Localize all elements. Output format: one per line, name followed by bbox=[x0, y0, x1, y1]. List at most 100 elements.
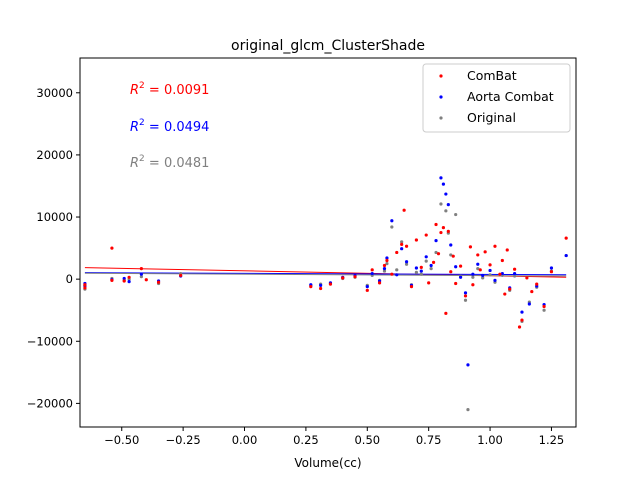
data-point bbox=[341, 276, 345, 280]
fit-lines bbox=[84, 267, 567, 278]
data-point bbox=[385, 256, 389, 260]
data-point bbox=[451, 254, 455, 258]
data-point bbox=[429, 266, 433, 271]
data-point bbox=[427, 281, 431, 285]
data-point bbox=[414, 266, 418, 270]
data-point bbox=[488, 268, 492, 273]
data-point bbox=[520, 310, 524, 314]
data-point bbox=[419, 272, 423, 276]
data-point bbox=[444, 209, 448, 213]
data-point bbox=[446, 229, 450, 233]
data-point bbox=[441, 225, 446, 230]
data-point bbox=[365, 285, 369, 289]
data-point bbox=[439, 230, 443, 235]
data-point bbox=[309, 285, 313, 289]
data-point bbox=[444, 311, 448, 315]
data-point bbox=[139, 266, 143, 271]
data-point bbox=[476, 253, 480, 257]
data-point bbox=[385, 262, 389, 266]
x-tick-label: 1.00 bbox=[477, 433, 503, 447]
data-point bbox=[179, 273, 183, 278]
data-point bbox=[525, 276, 529, 280]
data-point bbox=[429, 263, 433, 268]
data-point bbox=[463, 294, 468, 298]
data-point bbox=[508, 287, 512, 291]
data-point bbox=[110, 278, 114, 282]
x-tick-label: 0.75 bbox=[416, 433, 442, 447]
legend-label: Original bbox=[467, 110, 516, 125]
data-point bbox=[419, 265, 423, 269]
legend-marker bbox=[439, 74, 443, 78]
data-point bbox=[328, 282, 333, 286]
data-point bbox=[144, 278, 148, 282]
x-tick-label: −0.25 bbox=[166, 433, 201, 447]
data-point bbox=[463, 298, 468, 302]
data-point bbox=[520, 318, 524, 322]
y-tick-label: −10000 bbox=[27, 334, 73, 348]
data-point bbox=[390, 272, 394, 276]
x-tick-label: 1.25 bbox=[539, 433, 565, 447]
data-point bbox=[454, 265, 458, 269]
data-point bbox=[530, 289, 534, 294]
data-point bbox=[365, 288, 369, 292]
data-point bbox=[488, 263, 492, 267]
data-point bbox=[513, 274, 517, 278]
data-point bbox=[449, 243, 453, 247]
data-point bbox=[127, 275, 131, 279]
legend: ComBat Aorta Combat Original bbox=[422, 63, 571, 133]
data-point bbox=[468, 245, 473, 249]
data-point bbox=[542, 308, 546, 312]
data-point bbox=[446, 203, 450, 207]
data-point bbox=[454, 281, 458, 286]
data-point bbox=[434, 239, 438, 243]
data-point bbox=[139, 272, 143, 276]
data-point bbox=[493, 278, 497, 282]
data-point bbox=[436, 252, 441, 256]
data-point bbox=[449, 253, 453, 257]
data-point bbox=[353, 275, 357, 279]
data-point bbox=[449, 270, 453, 274]
y-axis-ticks: −20000 −10000 0 10000 20000 30000 bbox=[27, 86, 80, 410]
data-point bbox=[434, 250, 438, 255]
data-point bbox=[400, 247, 404, 251]
data-point bbox=[471, 272, 475, 276]
data-point bbox=[414, 238, 418, 242]
data-point bbox=[110, 246, 114, 250]
data-point bbox=[370, 268, 374, 272]
data-point bbox=[419, 269, 423, 273]
data-point bbox=[500, 271, 504, 276]
legend-marker bbox=[439, 95, 443, 99]
data-point bbox=[404, 244, 409, 248]
data-point bbox=[513, 267, 517, 271]
legend-label: ComBat bbox=[467, 68, 517, 83]
data-point bbox=[527, 302, 531, 306]
data-point bbox=[478, 268, 482, 272]
data-point bbox=[488, 273, 492, 277]
data-point bbox=[549, 270, 554, 274]
data-point bbox=[463, 291, 468, 295]
x-axis-label: Volume(cc) bbox=[294, 456, 361, 470]
chart-title: original_glcm_ClusterShade bbox=[231, 38, 425, 54]
data-point bbox=[458, 275, 463, 279]
data-point bbox=[395, 273, 399, 277]
data-point bbox=[122, 276, 126, 281]
data-point bbox=[404, 260, 409, 264]
data-point bbox=[319, 286, 323, 291]
data-point bbox=[319, 283, 323, 287]
data-point bbox=[535, 282, 539, 286]
data-point bbox=[431, 260, 436, 264]
data-point bbox=[476, 262, 480, 266]
data-point bbox=[503, 292, 507, 296]
data-point bbox=[127, 280, 131, 284]
data-point bbox=[390, 225, 394, 229]
data-point bbox=[424, 259, 428, 263]
data-point bbox=[471, 283, 475, 287]
data-point bbox=[481, 276, 485, 280]
data-point bbox=[441, 182, 446, 186]
data-point bbox=[444, 192, 448, 196]
data-point bbox=[395, 250, 399, 255]
data-point bbox=[382, 269, 387, 273]
data-point bbox=[517, 325, 522, 329]
data-point bbox=[382, 263, 387, 268]
